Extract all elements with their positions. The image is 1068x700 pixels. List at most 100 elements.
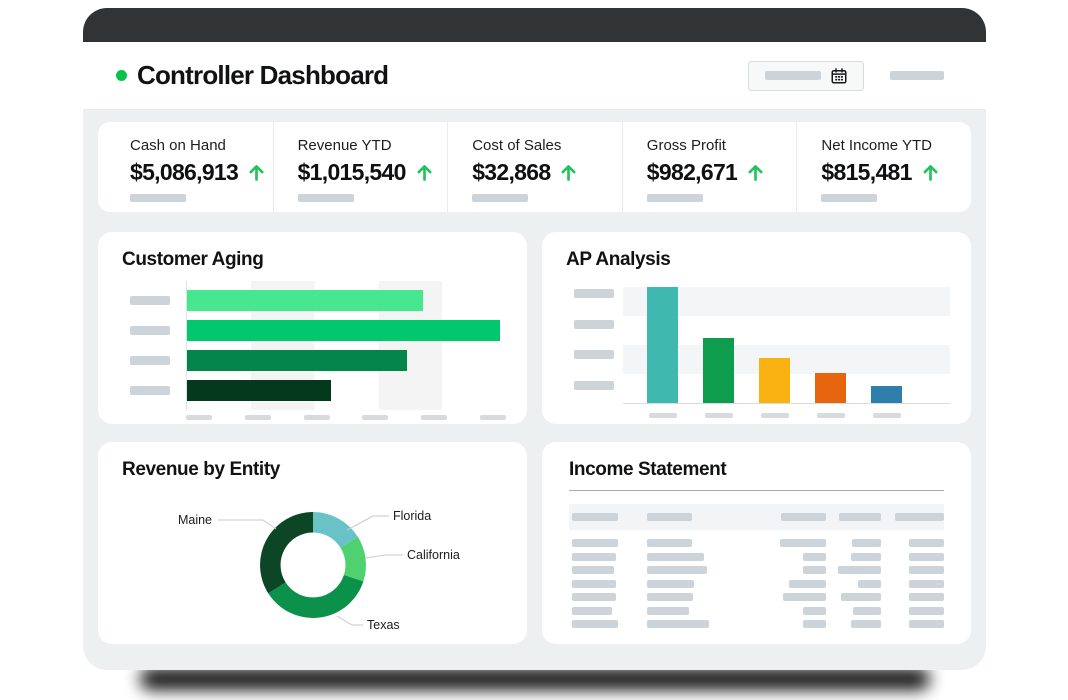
leader-line-florida (346, 515, 389, 531)
kpi-value: $1,015,540 (297, 159, 407, 185)
income-row-7-cell-1 (572, 620, 618, 628)
kpi-subtext-placeholder (472, 194, 529, 202)
dashboard-body: Cash on Hand $5,086,913 Revenue YTD $1,015,… (83, 110, 986, 644)
income-row-2-cell-2 (647, 552, 704, 561)
y-tick-placeholder (574, 289, 614, 298)
kpi-cell-1: Cash on Hand $5,086,913 (98, 122, 273, 212)
income-row-5-cell-5 (909, 593, 944, 601)
income-statement-row-5 (569, 593, 944, 601)
ap-analysis-y-axis-labels (566, 287, 623, 404)
income-row-6-cell-1 (572, 606, 612, 615)
customer-aging-bar-row (187, 375, 506, 405)
customer-aging-category-placeholder (122, 285, 186, 315)
kpi-value: $982,671 (646, 159, 738, 185)
ap-analysis-x-axis-labels (623, 413, 950, 418)
income-row-7-cell-5 (909, 620, 944, 628)
y-tick-placeholder (574, 319, 614, 329)
income-row-5-cell-2 (647, 593, 693, 601)
donut-label-florida: Florida (393, 509, 431, 523)
donut-slice-florida (313, 512, 358, 548)
income-row-3-cell-4 (838, 566, 881, 574)
ap-analysis-title: AP Analysis (566, 249, 671, 270)
income-statement-header-row (569, 504, 944, 530)
donut-slice-california (340, 536, 366, 582)
income-row-4-cell-5 (909, 579, 944, 588)
kpi-value-row: $5,086,913 (130, 159, 273, 186)
x-tick-placeholder (760, 413, 789, 418)
kpi-label: Cash on Hand (130, 137, 226, 154)
kpi-label: Cost of Sales (472, 137, 562, 154)
customer-aging-category-placeholder (122, 375, 186, 405)
income-statement-row-7 (569, 620, 944, 628)
income-statement-row-4 (569, 579, 944, 588)
x-tick-placeholder (648, 413, 677, 418)
dashboard-grid: Customer Aging AP Analysis (98, 232, 971, 644)
kpi-value-row: $815,481 (821, 159, 971, 186)
donut-slice-maine (260, 512, 313, 594)
trend-up-arrow-icon (561, 165, 576, 181)
y-tick-placeholder (574, 380, 614, 390)
income-row-3-cell-3 (803, 566, 826, 574)
date-range-picker[interactable] (748, 60, 864, 91)
leader-line-texas (336, 615, 363, 626)
donut-label-texas: Texas (367, 618, 400, 632)
income-row-6-cell-5 (909, 606, 944, 615)
kpi-label: Net Income YTD (821, 137, 932, 154)
trend-up-arrow-icon (923, 165, 938, 181)
date-range-placeholder (764, 71, 821, 80)
income-row-1-cell-4 (852, 539, 881, 547)
leader-line-california (364, 554, 403, 559)
income-statement-row-6 (569, 606, 944, 615)
kpi-value-row: $32,868 (472, 159, 622, 186)
income-row-2-cell-3 (803, 552, 826, 561)
header-control-placeholder (890, 71, 944, 80)
customer-aging-category-placeholder (122, 315, 186, 345)
customer-aging-category-placeholder (122, 345, 186, 375)
donut-slice-texas (268, 575, 364, 618)
income-row-4-cell-3 (789, 579, 826, 588)
income-row-1-cell-1 (572, 539, 618, 547)
trend-up-arrow-icon (417, 165, 432, 181)
income-row-3-cell-2 (647, 566, 707, 574)
income-row-6-cell-2 (647, 606, 689, 615)
x-tick-placeholder (303, 415, 330, 420)
label-placeholder-bar (130, 295, 170, 305)
income-row-5-cell-4 (841, 593, 881, 601)
customer-aging-title: Customer Aging (122, 249, 264, 270)
income-header-cell-2 (647, 513, 692, 521)
customer-aging-plot (186, 281, 506, 410)
label-placeholder-bar (130, 325, 170, 335)
calendar-icon (830, 67, 848, 85)
kpi-subtext-placeholder (297, 194, 354, 202)
income-row-2-cell-1 (572, 552, 616, 561)
label-placeholder-bar (130, 385, 170, 395)
x-tick-placeholder (244, 415, 271, 420)
income-row-4-cell-2 (647, 579, 694, 588)
customer-aging-bar-1 (187, 289, 424, 311)
income-statement-row-3 (569, 566, 944, 574)
income-row-5-cell-3 (783, 593, 826, 601)
customer-aging-bar-4 (187, 379, 331, 401)
income-row-2-cell-5 (909, 552, 944, 561)
income-row-6-cell-3 (803, 606, 826, 615)
income-row-1-cell-2 (647, 539, 692, 547)
kpi-label: Revenue YTD (297, 137, 392, 154)
app-window: Controller Dashboard Cash on Hand $5,086,… (83, 8, 986, 670)
kpi-subtext-placeholder (821, 194, 878, 202)
customer-aging-card: Customer Aging (98, 232, 527, 424)
income-statement-card: Income Statement (542, 442, 971, 644)
window-drop-shadow (140, 668, 930, 690)
x-tick-placeholder (704, 413, 733, 418)
income-row-7-cell-2 (647, 620, 709, 628)
income-header-cell-3 (781, 513, 826, 521)
revenue-by-entity-card: Revenue by Entity Florida California Texas… (98, 442, 527, 644)
income-statement-rows (569, 539, 944, 628)
kpi-value-row: $982,671 (647, 159, 797, 186)
revenue-by-entity-title: Revenue by Entity (122, 459, 280, 480)
ap-analysis-bar-3 (759, 358, 790, 403)
y-tick-placeholder (574, 350, 614, 360)
customer-aging-bar-3 (187, 349, 408, 371)
donut-label-maine: Maine (178, 513, 212, 527)
customer-aging-bar-2 (187, 319, 500, 341)
